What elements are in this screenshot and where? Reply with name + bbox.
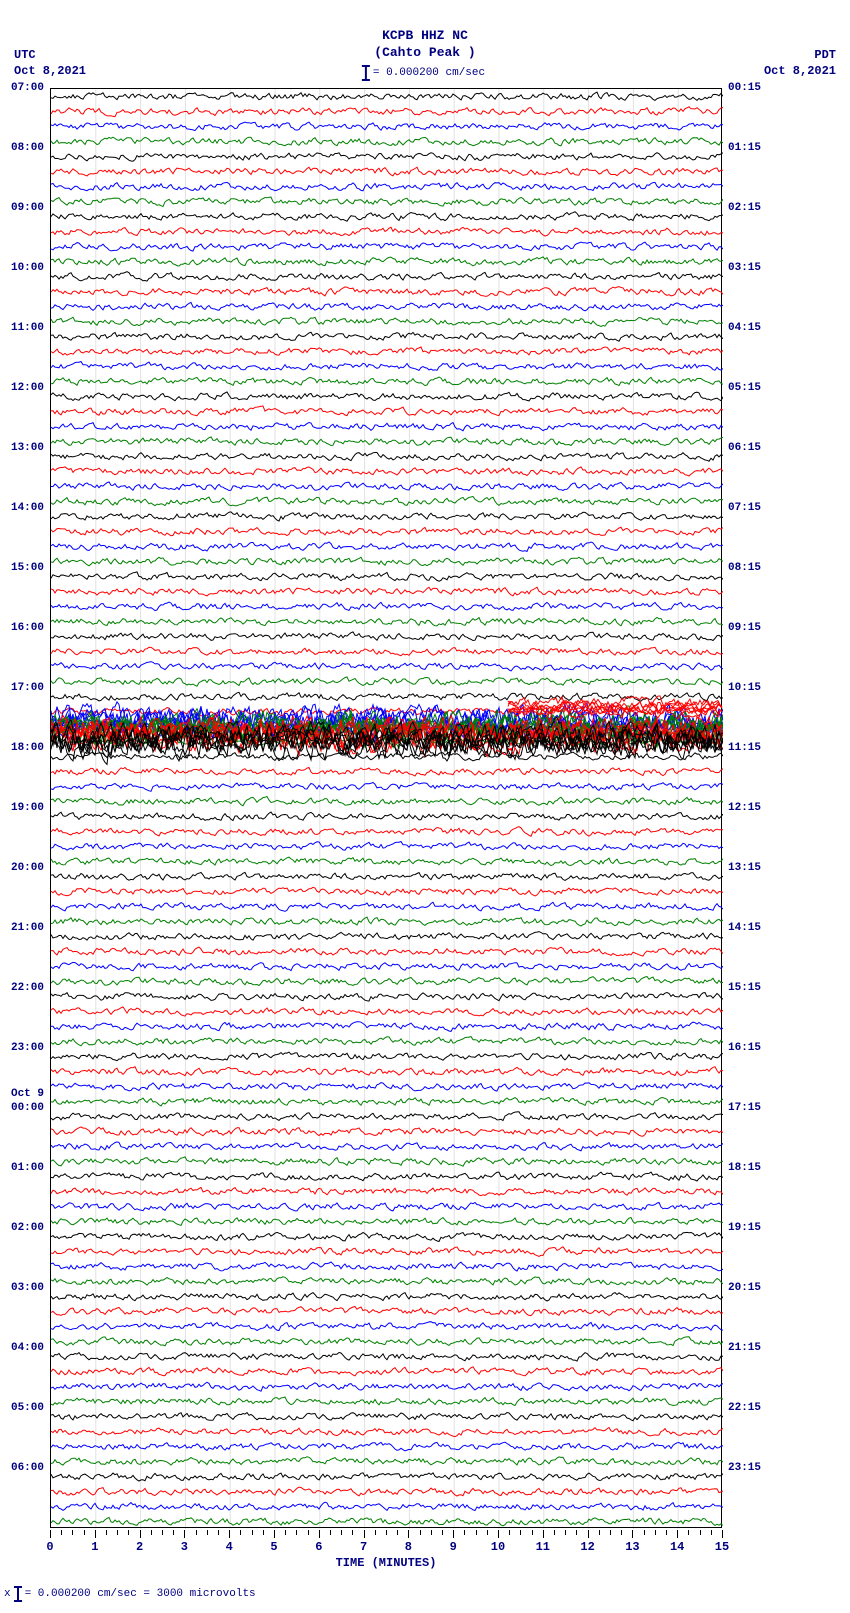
x-tick-label: 0: [46, 1540, 53, 1554]
left-time-label: 05:00: [11, 1402, 44, 1414]
timezone-right: PDT Oct 8,2021: [764, 48, 836, 79]
left-time-label: 21:00: [11, 922, 44, 934]
left-time-label: 19:00: [11, 802, 44, 814]
right-time-labels: 00:1501:1502:1503:1504:1505:1506:1507:15…: [724, 88, 844, 1528]
tz-right-date: Oct 8,2021: [764, 64, 836, 80]
x-axis-title: TIME (MINUTES): [336, 1556, 437, 1570]
left-time-label: 08:00: [11, 142, 44, 154]
left-time-label: 20:00: [11, 862, 44, 874]
x-tick-label: 4: [226, 1540, 233, 1554]
x-tick-label: 14: [670, 1540, 684, 1554]
tz-left-date: Oct 8,2021: [14, 64, 86, 80]
right-time-label: 14:15: [728, 922, 761, 934]
chart-header: KCPB HHZ NC (Cahto Peak ): [0, 28, 850, 62]
right-time-label: 08:15: [728, 562, 761, 574]
station-code: KCPB HHZ NC: [0, 28, 850, 45]
left-time-label: 13:00: [11, 442, 44, 454]
x-tick-label: 10: [491, 1540, 505, 1554]
scale-bar-icon: [365, 66, 367, 80]
right-time-label: 01:15: [728, 142, 761, 154]
right-time-label: 05:15: [728, 382, 761, 394]
x-axis: TIME (MINUTES) 0123456789101112131415: [50, 1530, 722, 1590]
left-time-label: 10:00: [11, 262, 44, 274]
left-time-label: 14:00: [11, 502, 44, 514]
x-tick-label: 3: [181, 1540, 188, 1554]
right-time-label: 02:15: [728, 202, 761, 214]
right-time-label: 04:15: [728, 322, 761, 334]
left-time-label: 04:00: [11, 1342, 44, 1354]
left-date-marker: Oct 9: [11, 1088, 44, 1100]
x-tick-label: 1: [91, 1540, 98, 1554]
left-time-label: 06:00: [11, 1462, 44, 1474]
footer-scale-bar-icon: [17, 1587, 19, 1601]
x-tick-label: 12: [580, 1540, 594, 1554]
x-tick-label: 11: [536, 1540, 550, 1554]
x-tick-label: 13: [625, 1540, 639, 1554]
left-time-label: 09:00: [11, 202, 44, 214]
x-tick-label: 8: [405, 1540, 412, 1554]
left-time-label: 22:00: [11, 982, 44, 994]
x-tick-label: 6: [315, 1540, 322, 1554]
right-time-label: 03:15: [728, 262, 761, 274]
seismogram-plot: [50, 88, 722, 1528]
footer-prefix: x: [4, 1588, 11, 1600]
scale-text: = 0.000200 cm/sec: [373, 67, 485, 79]
right-time-label: 20:15: [728, 1282, 761, 1294]
left-time-label: 18:00: [11, 742, 44, 754]
right-time-label: 12:15: [728, 802, 761, 814]
left-time-label: 03:00: [11, 1282, 44, 1294]
left-time-label: 16:00: [11, 622, 44, 634]
right-time-label: 17:15: [728, 1102, 761, 1114]
left-time-label: 07:00: [11, 82, 44, 94]
left-time-label: 15:00: [11, 562, 44, 574]
x-tick-label: 5: [270, 1540, 277, 1554]
seismogram-svg: [51, 89, 723, 1529]
right-time-label: 09:15: [728, 622, 761, 634]
left-time-label: 01:00: [11, 1162, 44, 1174]
right-time-label: 21:15: [728, 1342, 761, 1354]
tz-left-label: UTC: [14, 48, 86, 64]
right-time-label: 23:15: [728, 1462, 761, 1474]
right-time-label: 19:15: [728, 1222, 761, 1234]
left-time-label: 17:00: [11, 682, 44, 694]
tz-right-label: PDT: [764, 48, 836, 64]
right-time-label: 00:15: [728, 82, 761, 94]
right-time-label: 07:15: [728, 502, 761, 514]
right-time-label: 22:15: [728, 1402, 761, 1414]
x-tick-label: 7: [360, 1540, 367, 1554]
right-time-label: 16:15: [728, 1042, 761, 1054]
left-time-label: 02:00: [11, 1222, 44, 1234]
left-time-label: 23:00: [11, 1042, 44, 1054]
left-time-label: 11:00: [11, 322, 44, 334]
x-tick-label: 9: [450, 1540, 457, 1554]
right-time-label: 13:15: [728, 862, 761, 874]
left-time-label: 12:00: [11, 382, 44, 394]
x-tick-label: 15: [715, 1540, 729, 1554]
station-location: (Cahto Peak ): [0, 45, 850, 62]
right-time-label: 10:15: [728, 682, 761, 694]
footer-text: = 0.000200 cm/sec = 3000 microvolts: [25, 1588, 256, 1600]
footer-scale: x = 0.000200 cm/sec = 3000 microvolts: [4, 1587, 256, 1601]
right-time-label: 15:15: [728, 982, 761, 994]
scale-marker: = 0.000200 cm/sec: [365, 66, 485, 80]
left-time-labels: 07:0008:0009:0010:0011:0012:0013:0014:00…: [0, 88, 48, 1528]
right-time-label: 18:15: [728, 1162, 761, 1174]
right-time-label: 06:15: [728, 442, 761, 454]
x-tick-label: 2: [136, 1540, 143, 1554]
right-time-label: 11:15: [728, 742, 761, 754]
left-time-label: 00:00: [11, 1102, 44, 1114]
timezone-left: UTC Oct 8,2021: [14, 48, 86, 79]
